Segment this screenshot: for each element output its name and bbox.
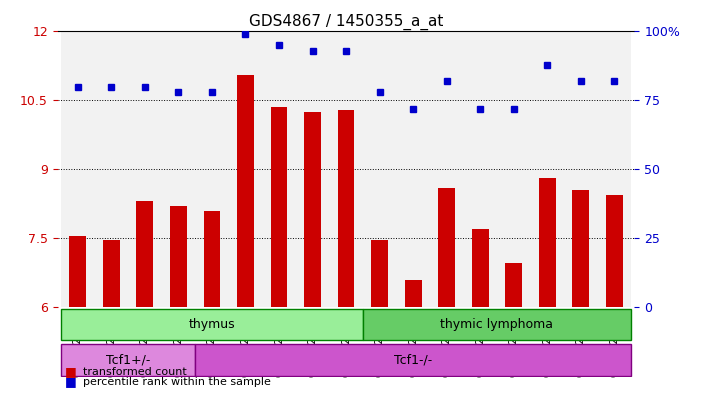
Bar — [472, 229, 489, 307]
Bar — [464, 31, 497, 307]
Bar — [61, 31, 94, 307]
Title: GDS4867 / 1450355_a_at: GDS4867 / 1450355_a_at — [249, 14, 443, 30]
Bar — [296, 31, 329, 307]
Bar — [363, 31, 397, 307]
Text: Tcf1-/-: Tcf1-/- — [394, 353, 433, 366]
Text: thymic lymphoma: thymic lymphoma — [441, 318, 554, 331]
Bar — [430, 31, 464, 307]
Bar — [572, 190, 589, 307]
Bar — [539, 178, 556, 307]
Bar — [170, 206, 187, 307]
Bar — [237, 75, 254, 307]
Bar — [404, 279, 422, 307]
Bar — [397, 31, 430, 307]
Bar — [371, 241, 388, 307]
Bar — [606, 195, 623, 307]
FancyBboxPatch shape — [61, 309, 363, 340]
Bar — [438, 187, 455, 307]
Bar — [497, 31, 531, 307]
Bar — [262, 31, 296, 307]
Bar — [564, 31, 598, 307]
FancyBboxPatch shape — [363, 309, 631, 340]
Bar — [229, 31, 262, 307]
Text: transformed count: transformed count — [83, 367, 187, 377]
Text: percentile rank within the sample: percentile rank within the sample — [83, 377, 271, 387]
FancyBboxPatch shape — [195, 344, 631, 376]
Bar — [69, 236, 87, 307]
Bar — [304, 112, 321, 307]
Bar — [203, 211, 221, 307]
Bar — [531, 31, 564, 307]
Bar — [128, 31, 162, 307]
FancyBboxPatch shape — [61, 344, 195, 376]
Bar — [136, 202, 154, 307]
Bar — [162, 31, 195, 307]
Text: ■: ■ — [65, 375, 76, 388]
Text: thymus: thymus — [189, 318, 235, 331]
Bar — [329, 31, 363, 307]
Bar — [270, 107, 288, 307]
Bar — [598, 31, 631, 307]
Bar — [195, 31, 229, 307]
Bar — [505, 263, 522, 307]
Bar — [94, 31, 128, 307]
Bar — [103, 241, 120, 307]
Text: Tcf1+/-: Tcf1+/- — [106, 353, 150, 366]
Text: ■: ■ — [65, 365, 76, 378]
Bar — [337, 110, 355, 307]
